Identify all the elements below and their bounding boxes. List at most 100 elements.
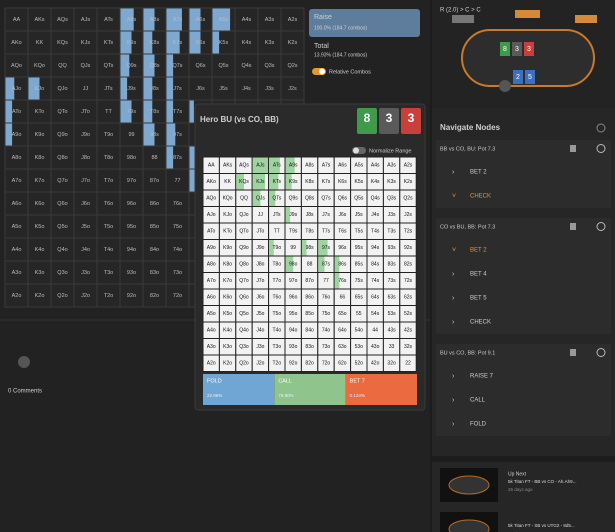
hand-label: Q9s bbox=[126, 63, 136, 69]
comment-count: 0 Comments bbox=[8, 389, 42, 395]
video-title[interactable]: 5k Titan FT - BB vs CO - Ah.Ah9... bbox=[508, 479, 576, 484]
node-path: R (2.0) > C > C bbox=[440, 8, 481, 14]
hand-label: A6s bbox=[338, 163, 347, 169]
hand-label: T6o bbox=[104, 201, 113, 207]
node-option[interactable] bbox=[438, 312, 609, 332]
hand-label: AJo bbox=[12, 86, 21, 92]
hand-frequency bbox=[212, 8, 231, 31]
hand-frequency bbox=[285, 174, 292, 190]
hand-label: A5o bbox=[207, 311, 216, 317]
add-icon[interactable] bbox=[596, 144, 606, 153]
node-option[interactable] bbox=[438, 288, 609, 308]
avatar bbox=[18, 356, 30, 368]
action-bar[interactable] bbox=[274, 374, 346, 405]
node-option[interactable] bbox=[438, 264, 609, 284]
node-option[interactable] bbox=[438, 186, 609, 206]
hand-label: 53o bbox=[355, 344, 364, 350]
hand-label: J9o bbox=[256, 245, 264, 251]
node-option-label: BET 2 bbox=[470, 170, 487, 176]
action-bar[interactable] bbox=[203, 374, 275, 405]
nav-section bbox=[436, 218, 611, 334]
node-option[interactable] bbox=[438, 414, 609, 434]
hand-label: 85o bbox=[305, 311, 314, 317]
hand-label: KJo bbox=[223, 212, 232, 218]
hand-label: J7o bbox=[81, 178, 90, 184]
chevron: ˅ bbox=[452, 193, 456, 200]
action-value: 76.90% bbox=[278, 393, 293, 398]
hand-label: 98s bbox=[306, 245, 315, 251]
hand-frequency bbox=[143, 31, 153, 54]
hand-label: 73o bbox=[173, 270, 182, 276]
node-option-label: RAISE 7 bbox=[470, 374, 494, 380]
add-icon[interactable] bbox=[596, 222, 606, 231]
hand-label: 85s bbox=[355, 262, 364, 268]
add-icon[interactable] bbox=[596, 348, 606, 357]
hand-label: QJs bbox=[256, 196, 265, 202]
table-cards: 8 3 3 2 5 bbox=[500, 42, 535, 84]
chevron: › bbox=[452, 397, 455, 404]
hand-label: Q2o bbox=[239, 361, 249, 367]
section-title: BU vs CO, BB: Pot 9.1 bbox=[440, 350, 495, 356]
hand-label: J8s bbox=[150, 86, 159, 92]
node-option[interactable] bbox=[438, 162, 609, 182]
chevron: ˅ bbox=[452, 247, 456, 254]
hand-frequency bbox=[334, 256, 340, 272]
hand-label: 84o bbox=[305, 328, 314, 334]
hand-frequency bbox=[269, 157, 280, 173]
hand-label: 55 bbox=[356, 311, 362, 317]
hand-label: Q3o bbox=[57, 270, 67, 276]
hand-label: 87o bbox=[305, 278, 314, 284]
hand-label: J6o bbox=[81, 201, 90, 207]
copy-icon[interactable] bbox=[570, 223, 576, 230]
hand-cell[interactable] bbox=[399, 354, 417, 372]
board-badges: 8 3 3 bbox=[357, 108, 421, 134]
hero-card-rank: 2 bbox=[516, 74, 520, 81]
hand-label: Q3o bbox=[239, 344, 249, 350]
hand-label: 42o bbox=[371, 361, 380, 367]
node-option[interactable] bbox=[438, 240, 609, 260]
hand-label: T9s bbox=[289, 229, 298, 235]
hand-label: T9o bbox=[104, 132, 113, 138]
hand-label: 84o bbox=[150, 247, 159, 253]
hand-label: 74o bbox=[173, 247, 182, 253]
node-option[interactable] bbox=[438, 390, 609, 410]
hand-label: AA bbox=[13, 17, 21, 23]
copy-icon[interactable] bbox=[570, 145, 576, 152]
hand-label: J2o bbox=[256, 361, 264, 367]
hand-label: AQs bbox=[239, 163, 249, 169]
hand-frequency bbox=[189, 31, 201, 54]
hand-frequency bbox=[301, 240, 307, 256]
hand-label: A7o bbox=[207, 278, 216, 284]
copy-icon[interactable] bbox=[570, 349, 576, 356]
settings-icon[interactable] bbox=[596, 123, 606, 133]
table-card-rank: 8 bbox=[503, 46, 507, 53]
hand-label: Q6o bbox=[57, 201, 67, 207]
hand-frequency bbox=[285, 157, 295, 173]
hand-label: AKs bbox=[223, 163, 233, 169]
hand-label: J7o bbox=[256, 278, 264, 284]
hand-label: A2o bbox=[12, 293, 22, 299]
hand-label: K2o bbox=[35, 293, 45, 299]
action-bars: FOLD 22.96% CALL 76.90% BET 7 0.134% bbox=[203, 374, 417, 405]
raise-label: Raise bbox=[314, 14, 332, 21]
hand-label: 87o bbox=[150, 178, 159, 184]
hand-label: 33 bbox=[389, 344, 395, 350]
hand-label: KJs bbox=[81, 40, 90, 46]
video-title[interactable]: 5k Titan FT - SB vs UTG2 - 8d5... bbox=[508, 523, 575, 528]
hand-label: 84s bbox=[371, 262, 380, 268]
hand-label: 99 bbox=[290, 245, 296, 251]
hand-label: T7s bbox=[322, 229, 331, 235]
hand-frequency bbox=[143, 123, 155, 146]
raise-box[interactable] bbox=[309, 9, 420, 37]
hand-label: A5o bbox=[12, 224, 22, 230]
node-option[interactable] bbox=[438, 366, 609, 386]
hand-label: JTo bbox=[81, 109, 90, 115]
hand-label: A6s bbox=[196, 17, 206, 23]
action-bar[interactable] bbox=[345, 374, 417, 405]
hand-label: Q7s bbox=[172, 63, 182, 69]
hand-label: A9o bbox=[12, 132, 22, 138]
hand-label: 98s bbox=[150, 132, 159, 138]
chevron: › bbox=[452, 295, 455, 302]
hand-label: 73o bbox=[322, 344, 331, 350]
hand-label: A8s bbox=[305, 163, 314, 169]
